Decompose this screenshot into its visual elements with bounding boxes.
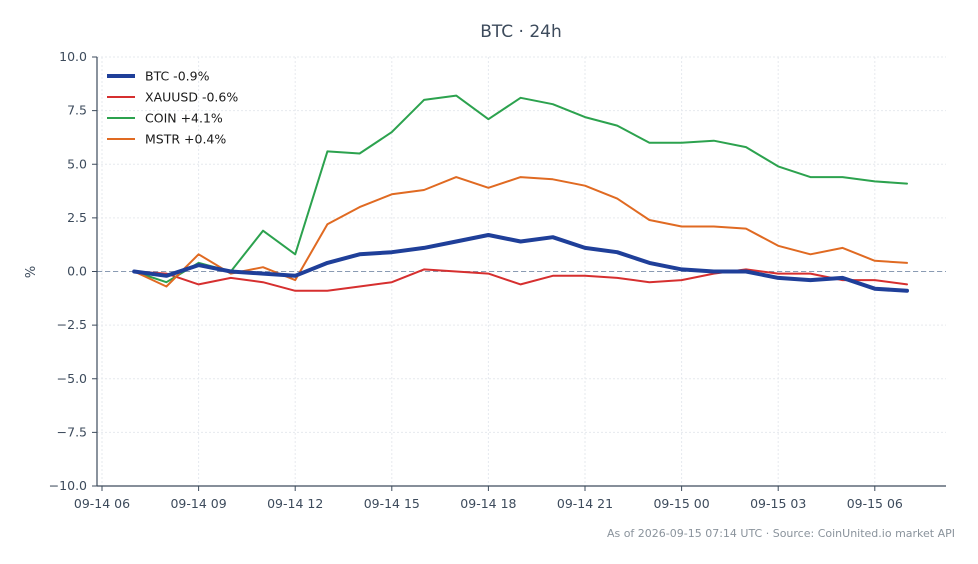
legend-label: BTC -0.9% — [145, 69, 210, 84]
y-tick-label: −5.0 — [57, 371, 87, 386]
y-tick-label: −7.5 — [57, 424, 87, 439]
x-tick-label: 09-15 06 — [847, 496, 903, 511]
y-tick-label: 2.5 — [67, 210, 87, 225]
x-tick-label: 09-14 06 — [74, 496, 130, 511]
y-tick-label: −2.5 — [57, 317, 87, 332]
y-tick-label: 7.5 — [67, 103, 87, 118]
y-tick-label: 10.0 — [59, 49, 87, 64]
x-tick-label: 09-14 18 — [460, 496, 516, 511]
y-tick-label: −10.0 — [49, 478, 87, 493]
series-line-xauusd — [133, 268, 908, 292]
x-tick-label: 09-15 03 — [750, 496, 806, 511]
y-axis-label: % — [24, 266, 39, 278]
y-tick-label: 5.0 — [67, 156, 87, 171]
legend-label: MSTR +0.4% — [145, 132, 226, 147]
series-line-btc — [132, 233, 909, 293]
series-line-coin — [133, 94, 908, 284]
series-lines — [132, 94, 909, 293]
x-tick-label: 09-15 00 — [653, 496, 709, 511]
y-tick-label: 0.0 — [67, 264, 87, 279]
source-footer: As of 2026-09-15 07:14 UTC · Source: Coi… — [607, 527, 955, 540]
series-line-mstr — [133, 176, 908, 288]
legend-label: XAUUSD -0.6% — [145, 90, 238, 105]
axes: 10.0 7.5 5.0 2.5 0.0 −2.5 −5.0 −7.5 −10.0 09-14 0… — [49, 49, 946, 511]
legend-label: COIN +4.1% — [145, 111, 223, 126]
x-tick-label: 09-14 12 — [267, 496, 323, 511]
chart-title: BTC · 24h — [480, 22, 562, 42]
legend: BTC -0.9% XAUUSD -0.6% COIN +4.1% MSTR +0.4… — [107, 69, 238, 147]
x-tick-label: 09-14 15 — [364, 496, 420, 511]
x-tick-label: 09-14 21 — [557, 496, 613, 511]
x-tick-label: 09-14 09 — [170, 496, 226, 511]
